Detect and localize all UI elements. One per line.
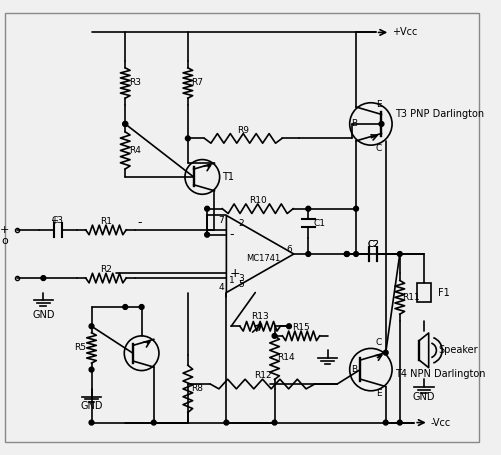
Circle shape <box>123 304 127 309</box>
Text: R10: R10 <box>248 196 266 205</box>
Text: R5: R5 <box>74 344 86 353</box>
Text: -Vcc: -Vcc <box>430 418 450 428</box>
Circle shape <box>397 252 401 257</box>
Circle shape <box>305 252 310 257</box>
Text: R11: R11 <box>402 293 419 302</box>
Text: +: + <box>50 216 58 226</box>
Text: MC1741: MC1741 <box>245 254 280 263</box>
Text: 3: 3 <box>237 273 243 283</box>
Circle shape <box>123 121 127 126</box>
Circle shape <box>123 121 127 126</box>
Circle shape <box>344 252 349 257</box>
Text: 5: 5 <box>237 280 243 289</box>
Text: E: E <box>375 100 381 109</box>
Text: C: C <box>375 143 381 152</box>
Text: C: C <box>375 338 381 347</box>
Text: 7: 7 <box>218 216 224 225</box>
Circle shape <box>151 420 156 425</box>
Text: T1: T1 <box>221 172 233 182</box>
Circle shape <box>204 233 209 237</box>
Text: 4: 4 <box>218 283 224 292</box>
Text: +Vcc: +Vcc <box>391 27 417 37</box>
Text: R8: R8 <box>191 384 203 394</box>
Circle shape <box>305 206 310 211</box>
Text: C2: C2 <box>367 240 378 249</box>
Circle shape <box>89 367 94 372</box>
Text: R2: R2 <box>100 265 112 274</box>
Circle shape <box>344 252 349 257</box>
Text: T3 PNP Darlington: T3 PNP Darlington <box>394 109 483 119</box>
Text: E: E <box>375 389 381 398</box>
Text: C1: C1 <box>313 219 325 228</box>
Text: +: + <box>229 267 239 280</box>
Circle shape <box>272 420 277 425</box>
Circle shape <box>383 350 387 355</box>
Text: -: - <box>229 228 233 241</box>
Bar <box>416 283 430 302</box>
Circle shape <box>353 252 358 257</box>
Text: -: - <box>137 216 142 229</box>
Text: R14: R14 <box>277 353 294 362</box>
Circle shape <box>139 304 144 309</box>
Text: R3: R3 <box>129 79 141 87</box>
Text: R12: R12 <box>253 371 271 380</box>
Text: Speaker: Speaker <box>437 345 477 355</box>
Circle shape <box>89 324 94 329</box>
Circle shape <box>353 206 358 211</box>
Text: R9: R9 <box>237 126 248 135</box>
Circle shape <box>89 420 94 425</box>
Text: R7: R7 <box>191 79 203 87</box>
Text: F1: F1 <box>437 288 449 298</box>
Text: 1: 1 <box>229 277 234 285</box>
Circle shape <box>223 420 228 425</box>
Circle shape <box>397 420 401 425</box>
Text: R1: R1 <box>100 217 112 226</box>
Text: R15: R15 <box>292 323 309 332</box>
Circle shape <box>383 420 387 425</box>
Text: B: B <box>351 120 357 128</box>
Text: R13: R13 <box>250 312 269 321</box>
Text: +: + <box>0 225 10 235</box>
Text: B: B <box>351 365 357 374</box>
Text: C3: C3 <box>52 216 64 225</box>
Text: o: o <box>2 237 8 247</box>
Text: T4 NPN Darlington: T4 NPN Darlington <box>394 369 484 379</box>
Circle shape <box>204 206 209 211</box>
Text: R4: R4 <box>129 146 140 155</box>
Text: 6: 6 <box>286 245 291 254</box>
Circle shape <box>185 136 190 141</box>
Text: GND: GND <box>80 401 103 411</box>
Circle shape <box>272 334 277 338</box>
Circle shape <box>41 276 46 280</box>
Text: 2: 2 <box>237 219 243 228</box>
Text: GND: GND <box>32 310 55 320</box>
Text: C2: C2 <box>367 240 378 249</box>
Circle shape <box>378 121 383 126</box>
Circle shape <box>286 324 291 329</box>
Text: GND: GND <box>412 392 434 402</box>
